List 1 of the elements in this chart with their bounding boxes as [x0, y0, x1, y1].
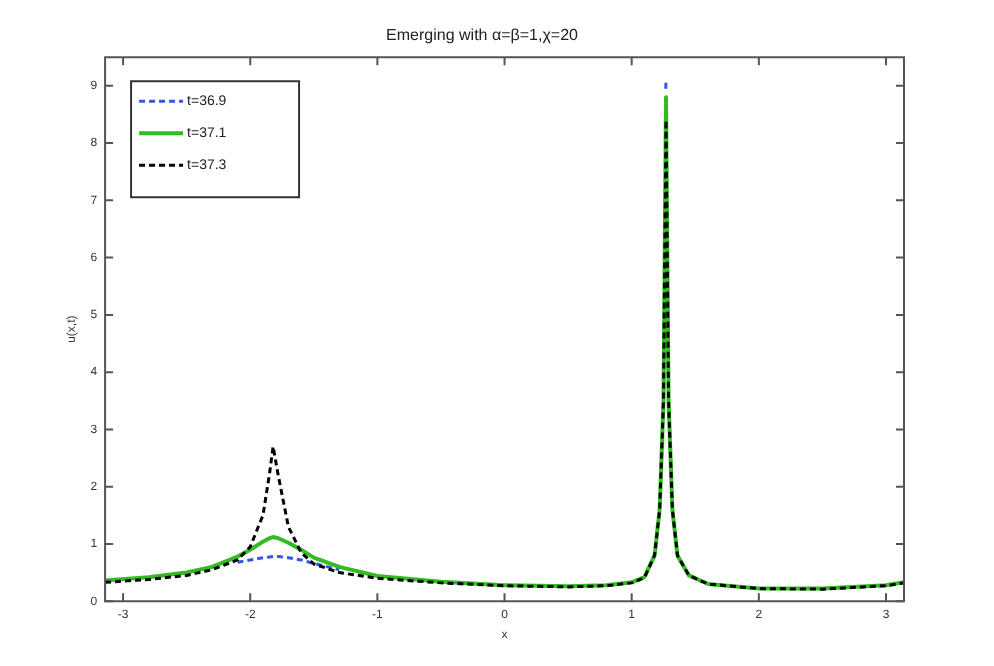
chart-title: Emerging with α=β=1,χ=20 [386, 26, 580, 45]
